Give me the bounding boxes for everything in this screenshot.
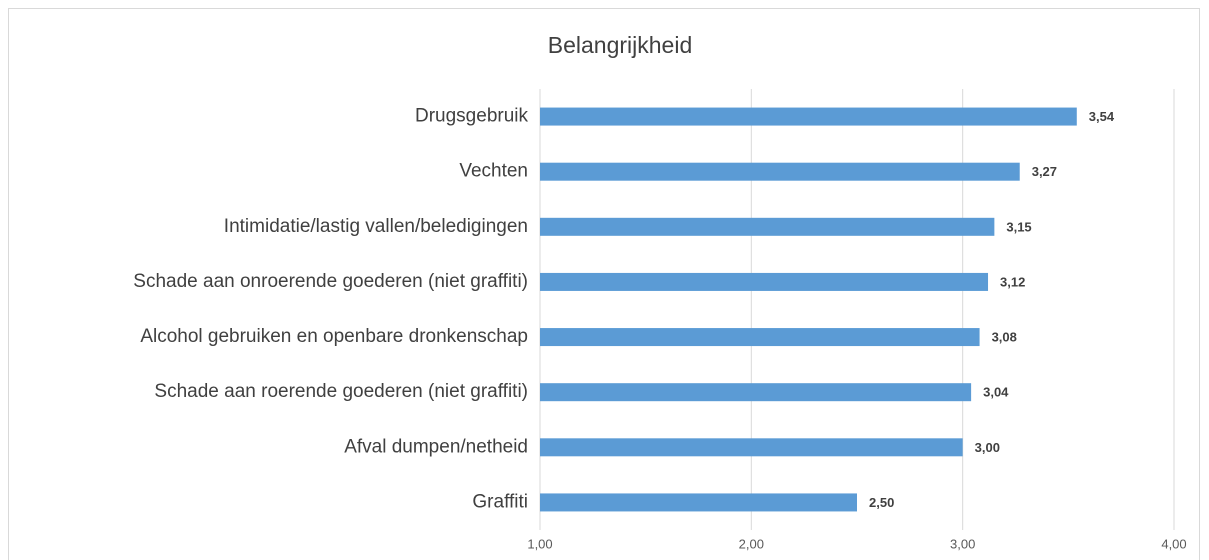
- bar: [540, 272, 989, 291]
- value-label: 2,50: [869, 495, 894, 510]
- chart-title: Belangrijkheid: [548, 32, 692, 58]
- value-label: 3,15: [1006, 219, 1031, 234]
- bar: [540, 493, 857, 512]
- y-tick-label: Intimidatie/lastig vallen/beledigingen: [224, 216, 528, 237]
- y-tick-label: Alcohol gebruiken en openbare dronkensch…: [140, 326, 528, 347]
- bar: [540, 438, 963, 457]
- value-label: 3,00: [975, 440, 1000, 455]
- bar: [540, 383, 972, 402]
- y-tick-label: Schade aan onroerende goederen (niet gra…: [133, 271, 528, 292]
- value-label: 3,27: [1032, 164, 1057, 179]
- value-label: 3,04: [983, 385, 1009, 400]
- y-tick-label: Schade aan roerende goederen (niet graff…: [154, 381, 528, 402]
- x-tick-label: 2,00: [739, 536, 764, 551]
- y-tick-label: Drugsgebruik: [415, 106, 528, 127]
- bar: [540, 162, 1020, 181]
- x-tick-label: 4,00: [1161, 536, 1186, 551]
- bar: [540, 328, 980, 347]
- y-tick-label: Vechten: [459, 161, 528, 182]
- bar: [540, 107, 1077, 126]
- x-tick-label: 1,00: [527, 536, 552, 551]
- value-label: 3,54: [1089, 109, 1115, 124]
- value-label: 3,08: [992, 330, 1017, 345]
- value-label: 3,12: [1000, 274, 1025, 289]
- bar: [540, 217, 995, 236]
- y-tick-label: Afval dumpen/netheid: [344, 436, 528, 457]
- y-tick-label: Graffiti: [472, 491, 528, 512]
- x-tick-label: 3,00: [950, 536, 975, 551]
